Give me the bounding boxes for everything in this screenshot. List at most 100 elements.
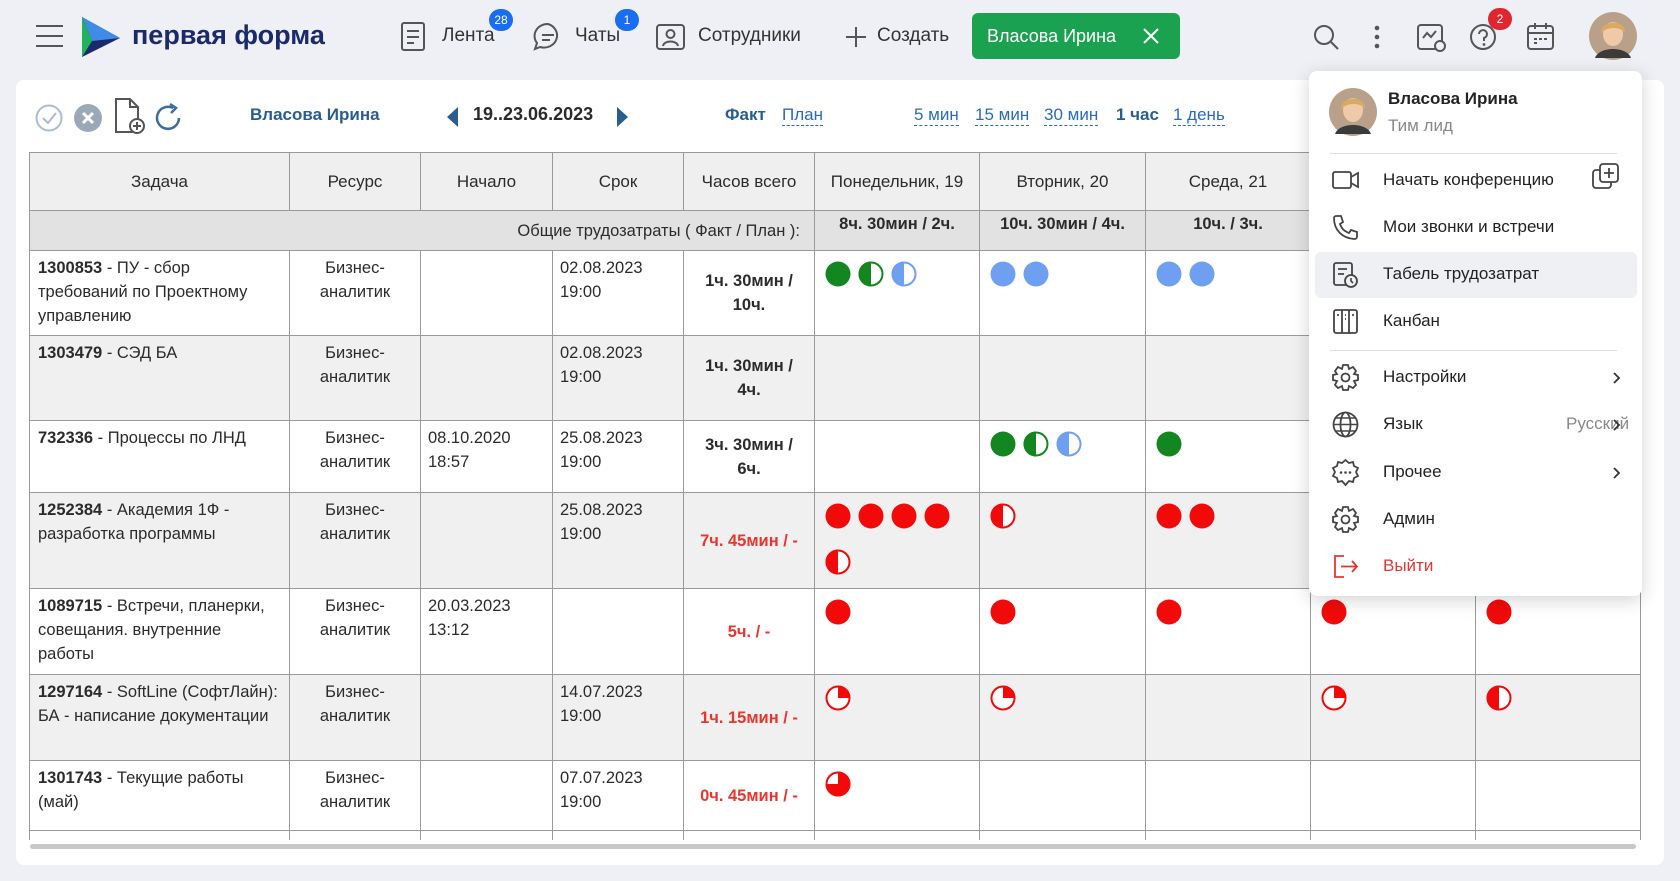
deadline-cell: 25.08.2023 19:00 — [553, 493, 684, 589]
task-title[interactable]: - ПУ - сбор требований по Проектному упр… — [38, 259, 248, 325]
menu-item[interactable]: Язык — [1383, 414, 1423, 433]
day-cell — [1476, 589, 1641, 675]
chats-icon[interactable] — [533, 22, 563, 52]
day-cell — [1476, 761, 1641, 831]
nav-staff[interactable]: Сотрудники — [698, 25, 801, 46]
logo[interactable]: первая форма — [132, 20, 325, 50]
hours-cell: 7ч. 45мин / - — [684, 493, 815, 589]
status-icon[interactable] — [1321, 685, 1347, 711]
status-icon[interactable] — [858, 261, 884, 287]
menu-item[interactable]: Настройки — [1383, 367, 1467, 386]
task-title[interactable]: - Академия 1Ф - разработка программы — [38, 501, 230, 543]
day-cell — [980, 589, 1146, 675]
menu-button[interactable] — [36, 24, 64, 48]
status-icon[interactable] — [825, 503, 851, 529]
nav-create[interactable]: Создать — [877, 25, 950, 46]
day-cell — [1311, 761, 1476, 831]
status-icon[interactable] — [1156, 503, 1182, 529]
logo-icon[interactable] — [82, 17, 120, 57]
status-icon[interactable] — [1156, 261, 1182, 287]
resource-cell: Бизнес-аналитик — [290, 493, 421, 589]
task-id[interactable]: 1303479 — [38, 344, 103, 362]
status-icon[interactable] — [1486, 599, 1512, 625]
task-id[interactable]: 1301743 — [38, 769, 103, 787]
reject-icon[interactable] — [74, 104, 102, 132]
status-icon[interactable] — [858, 503, 884, 529]
task-title[interactable]: - Встречи, планерки, совещания. внутренн… — [38, 597, 265, 663]
status-icon[interactable] — [990, 503, 1016, 529]
task-title[interactable]: - Текущие работы (май) — [38, 769, 244, 811]
time-scale[interactable]: 1 день — [1173, 105, 1225, 126]
mode-fact[interactable]: Факт — [725, 105, 766, 124]
menu-item[interactable]: Начать конференцию — [1383, 170, 1554, 189]
toolbar-user[interactable]: Власова Ирина — [250, 105, 380, 124]
add-conference-icon[interactable] — [1592, 163, 1620, 191]
active-tab-label[interactable]: Власова Ирина — [987, 26, 1117, 46]
status-icon[interactable] — [1189, 261, 1215, 287]
task-id[interactable]: 1297164 — [38, 683, 103, 701]
task-title[interactable]: - SoftLine (СофтЛайн): БА - написание до… — [38, 683, 278, 725]
time-scale[interactable]: 1 час — [1116, 105, 1159, 124]
status-icon[interactable] — [825, 261, 851, 287]
menu-item[interactable]: Админ — [1383, 509, 1435, 528]
staff-icon[interactable] — [656, 21, 686, 51]
plus-icon[interactable] — [846, 27, 866, 47]
status-icon[interactable] — [891, 503, 917, 529]
nav-feed[interactable]: Лента — [442, 25, 495, 46]
status-icon[interactable] — [825, 549, 851, 575]
more-icon[interactable] — [1374, 25, 1380, 49]
status-icon[interactable] — [1156, 599, 1182, 625]
refresh-icon[interactable] — [153, 102, 183, 133]
export-icon[interactable] — [114, 98, 146, 134]
next-period[interactable] — [616, 107, 628, 127]
status-icon[interactable] — [1321, 599, 1347, 625]
day-cell — [980, 251, 1146, 336]
menu-item[interactable]: Канбан — [1383, 311, 1440, 330]
task-cell: 1303479 - СЭД БА — [30, 336, 290, 421]
task-id[interactable]: 1089715 — [38, 597, 103, 615]
menu-language-value[interactable]: Русский — [1566, 414, 1630, 433]
status-icon[interactable] — [990, 261, 1016, 287]
status-icon[interactable] — [924, 503, 950, 529]
status-icon[interactable] — [1023, 261, 1049, 287]
status-icon[interactable] — [1486, 685, 1512, 711]
time-scale[interactable]: 5 мин — [914, 105, 959, 126]
help-icon[interactable] — [1470, 23, 1498, 51]
avatar[interactable] — [1589, 12, 1637, 60]
menu-item[interactable]: Мои звонки и встречи — [1383, 217, 1555, 236]
calendar-icon[interactable] — [1527, 22, 1555, 50]
table-border — [29, 152, 30, 840]
nav-chats[interactable]: Чаты — [575, 25, 621, 46]
approve-icon[interactable] — [35, 104, 63, 132]
status-icon[interactable] — [1189, 503, 1215, 529]
hours-cell: 1ч. 30мин / 4ч. — [684, 336, 815, 421]
active-tab[interactable]: Власова Ирина — [972, 13, 1180, 59]
task-title[interactable]: - СЭД БА — [106, 344, 178, 362]
status-icon[interactable] — [990, 599, 1016, 625]
timesheet-icon[interactable] — [1417, 22, 1447, 52]
menu-item[interactable]: Табель трудозатрат — [1383, 264, 1540, 283]
task-title[interactable]: - Процессы по ЛНД — [97, 429, 246, 447]
status-icon[interactable] — [891, 261, 917, 287]
status-icon[interactable] — [990, 685, 1016, 711]
search-icon[interactable] — [1313, 24, 1339, 50]
menu-item[interactable]: Прочее — [1383, 462, 1442, 481]
menu-item[interactable]: Выйти — [1383, 556, 1434, 575]
time-scale[interactable]: 15 мин — [975, 105, 1030, 126]
status-icon[interactable] — [1056, 431, 1082, 457]
scrollbar[interactable] — [30, 844, 1636, 849]
task-id[interactable]: 1252384 — [38, 501, 103, 519]
status-icon[interactable] — [825, 685, 851, 711]
prev-period[interactable] — [447, 107, 459, 127]
status-icon[interactable] — [1156, 431, 1182, 457]
status-icon[interactable] — [1023, 431, 1049, 457]
close-tab[interactable] — [1143, 28, 1159, 44]
feed-icon[interactable] — [401, 22, 427, 52]
status-icon[interactable] — [990, 431, 1016, 457]
time-scale[interactable]: 30 мин — [1044, 105, 1099, 126]
task-id[interactable]: 732336 — [38, 429, 94, 447]
task-id[interactable]: 1300853 — [38, 259, 103, 277]
status-icon[interactable] — [825, 599, 851, 625]
status-icon[interactable] — [825, 771, 851, 797]
mode-plan[interactable]: План — [782, 105, 823, 126]
